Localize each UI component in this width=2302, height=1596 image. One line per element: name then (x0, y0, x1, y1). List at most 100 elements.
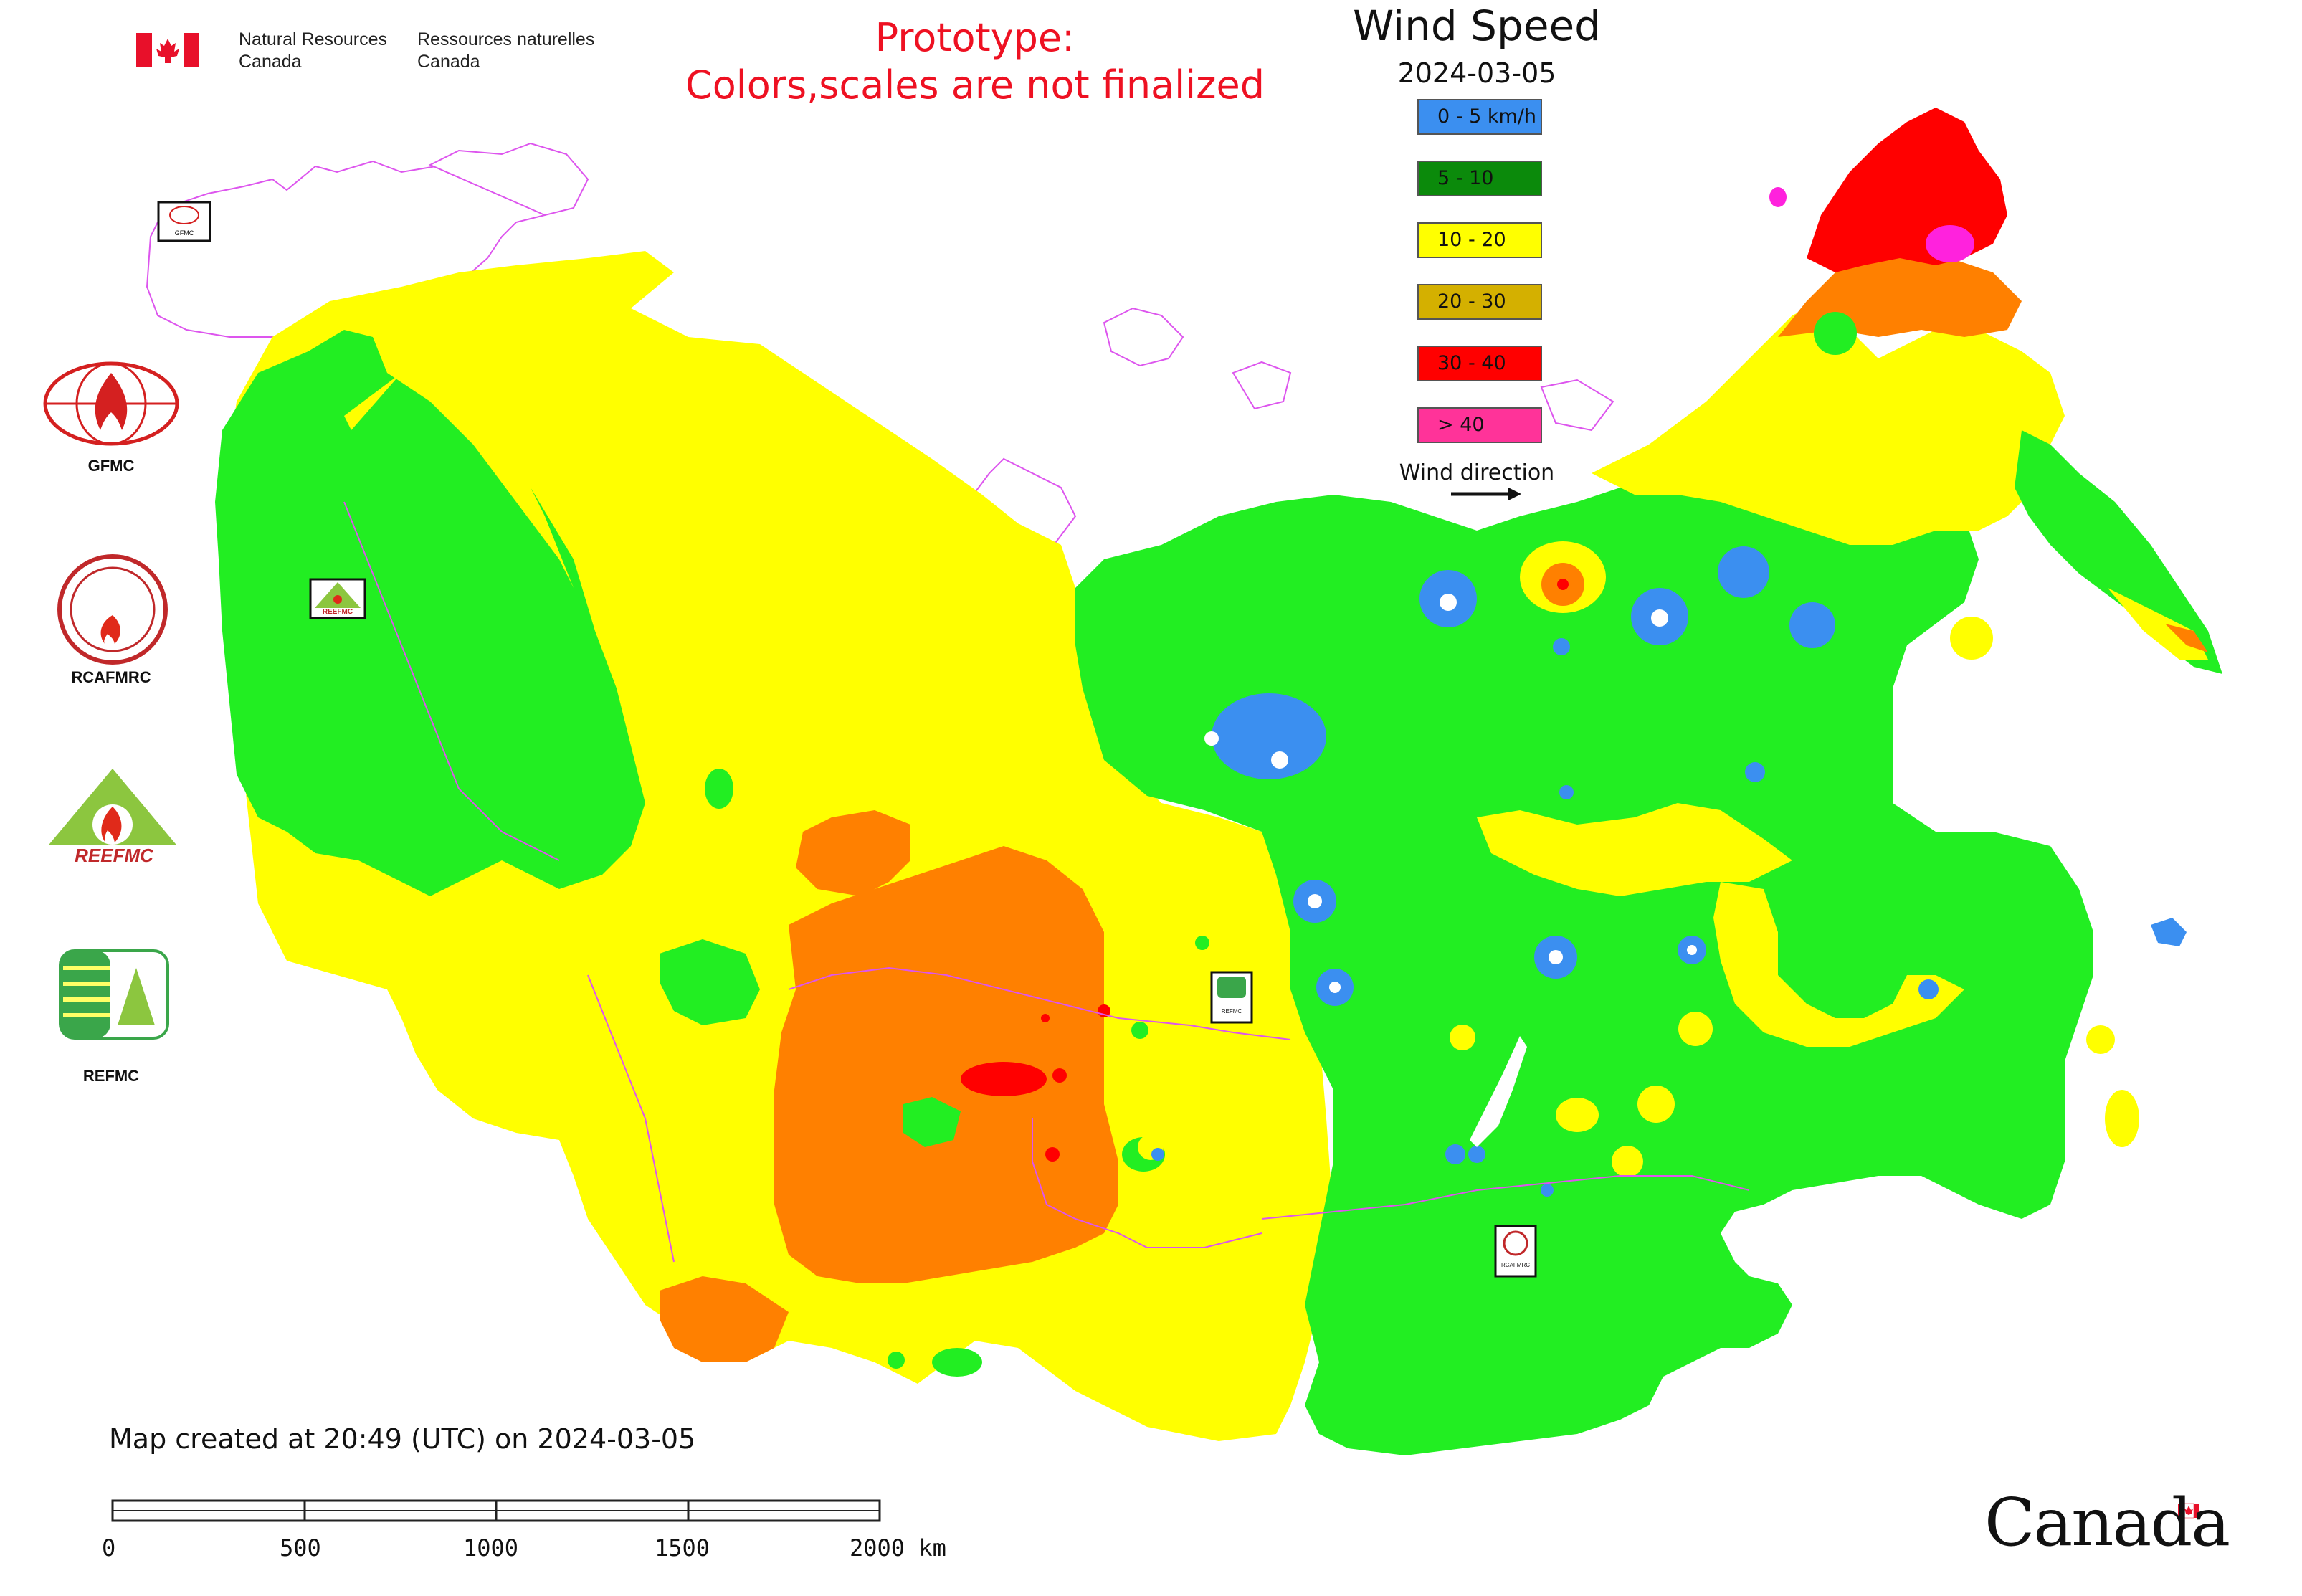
wordmark-flag-right (2194, 1504, 2199, 1518)
maple-leaf-icon (156, 39, 179, 63)
blue-area-5-hole (1308, 894, 1322, 908)
border-west (343, 501, 560, 861)
arctic-island-outline-1 (1103, 307, 1184, 367)
yellow-spot-9 (2105, 1090, 2139, 1147)
region-yellow-amur (1713, 882, 1964, 1047)
legend-class-5-10: 5 - 10 (1417, 161, 1542, 196)
green-blob-6 (888, 1352, 905, 1369)
blue-area-6-hole (1329, 982, 1341, 993)
legend-title: Wind Speed (1352, 1, 1602, 50)
border-mongolia (1261, 1175, 1750, 1220)
marker-refmc-logo-icon (1217, 977, 1246, 998)
yellow-spot-3 (1637, 1086, 1675, 1123)
green-blob-9 (1814, 312, 1857, 355)
blue-area-14 (1445, 1144, 1465, 1164)
marker-refmc-caption: REFMC (1221, 1008, 1242, 1015)
region-orange-caspian (660, 1276, 789, 1362)
yellow-spot-5 (1678, 1012, 1713, 1046)
region-yellow-northeast (1592, 301, 2065, 545)
red-spot-4 (1041, 1014, 1050, 1022)
canada-flag-icon (136, 33, 199, 67)
rcafmrc-inner-ring (70, 566, 156, 652)
gfmc-flame (95, 373, 128, 430)
region-red-chukotka (1807, 108, 2007, 272)
blue-area-4 (1789, 602, 1835, 648)
red-spot-1 (1052, 1068, 1067, 1083)
red-spot-taimyr (1557, 579, 1569, 590)
map-base (146, 142, 1614, 561)
legend-class-over-40: > 40 (1417, 407, 1542, 443)
prototype-notice: Prototype: Colors,scales are not finaliz… (645, 14, 1305, 109)
border-kz-ru (788, 966, 1291, 1040)
blue-area-west-siberia-hole-2 (1271, 751, 1288, 769)
region-green-east (1075, 459, 2093, 1455)
green-blob-4 (705, 769, 733, 809)
region-magenta-chukotka (1926, 225, 1974, 262)
marker-rcafmrc[interactable] (1494, 1225, 1537, 1278)
blue-area-7-hole (1549, 950, 1563, 964)
rcafmrc-flame (100, 615, 120, 644)
nrcan-french-line2: Canada (417, 52, 480, 72)
canada-wordmark: Canada (1984, 1484, 2230, 1561)
green-blob-5 (932, 1348, 982, 1377)
refmc-green-half (60, 951, 110, 1038)
region-yellow-north (430, 251, 674, 337)
prototype-line2: Colors,scales are not finalized (685, 62, 1265, 108)
blue-area-12 (1918, 979, 1939, 999)
rcafmrc-logo-icon (57, 554, 168, 665)
rcafmrc-label: RCAFMRC (71, 668, 151, 686)
arrow-head (1508, 488, 1521, 500)
arctic-island-outline-2 (1232, 361, 1292, 410)
region-green-west (215, 330, 645, 896)
refmc-label: REFMC (82, 1067, 140, 1085)
blue-area-13 (1151, 1148, 1164, 1161)
lake-baikal (1470, 1036, 1527, 1147)
flag-right-bar (184, 33, 199, 67)
region-orange-kamchatka (2165, 624, 2208, 652)
wind-direction-arrow-icon (1451, 488, 1521, 500)
country-borders (343, 501, 1750, 1263)
region-orange-north-kz (796, 810, 910, 896)
region-green-kamchatka (2015, 430, 2222, 674)
canada-wordmark-flag-icon (2178, 1503, 2199, 1519)
marker-reefmc[interactable] (309, 578, 366, 619)
scale-bar (111, 1499, 881, 1522)
border-kz-china (1032, 1118, 1262, 1248)
nrcan-french-line1: Ressources naturelles (417, 29, 595, 49)
scale-label-2000: 2000 km (850, 1534, 946, 1562)
legend-class-0-5: 0 - 5 km/h (1417, 99, 1542, 135)
marker-gfmc-globe-icon (169, 206, 199, 224)
blue-area-3 (1718, 546, 1769, 598)
green-blob-7 (1195, 936, 1209, 950)
region-orange-kazakhstan (774, 846, 1118, 1283)
region-yellow-west-notch (344, 373, 401, 430)
marker-refmc[interactable] (1210, 971, 1253, 1024)
refmc-tree (118, 968, 155, 1025)
red-spot-3 (1045, 1147, 1060, 1162)
marker-gfmc-caption: GFMC (174, 229, 194, 237)
kola-outline (428, 142, 589, 217)
yellow-spot-2 (1556, 1098, 1599, 1132)
prototype-line1: Prototype: (875, 15, 1075, 60)
gfmc-logo-icon (43, 361, 179, 446)
nrcan-english-line2: Canada (239, 52, 302, 72)
yellow-spot-4 (1612, 1146, 1643, 1177)
yellow-spot-7 (1950, 617, 1993, 660)
marker-reefmc-caption: REEFMC (322, 608, 353, 616)
legend-class-30-40: 30 - 40 (1417, 346, 1542, 381)
blue-area-15 (1468, 1146, 1485, 1163)
region-red-balkhash (961, 1062, 1047, 1096)
blue-area-16 (1541, 1184, 1554, 1197)
blue-area-8-hole (1687, 945, 1697, 955)
marker-rcafmrc-caption: RCAFMRC (1501, 1262, 1530, 1268)
nrcan-english: Natural Resources Canada (239, 29, 387, 73)
legend-date: 2024-03-05 (1397, 57, 1556, 89)
marker-reefmc-flame-icon (333, 595, 342, 604)
gfmc-label: GFMC (87, 457, 135, 475)
green-blob-2 (903, 1097, 961, 1147)
blue-area-9 (1553, 638, 1570, 655)
marker-gfmc[interactable] (157, 201, 211, 242)
blue-area-2-hole (1651, 609, 1668, 627)
yellow-spot-1 (1450, 1025, 1475, 1050)
